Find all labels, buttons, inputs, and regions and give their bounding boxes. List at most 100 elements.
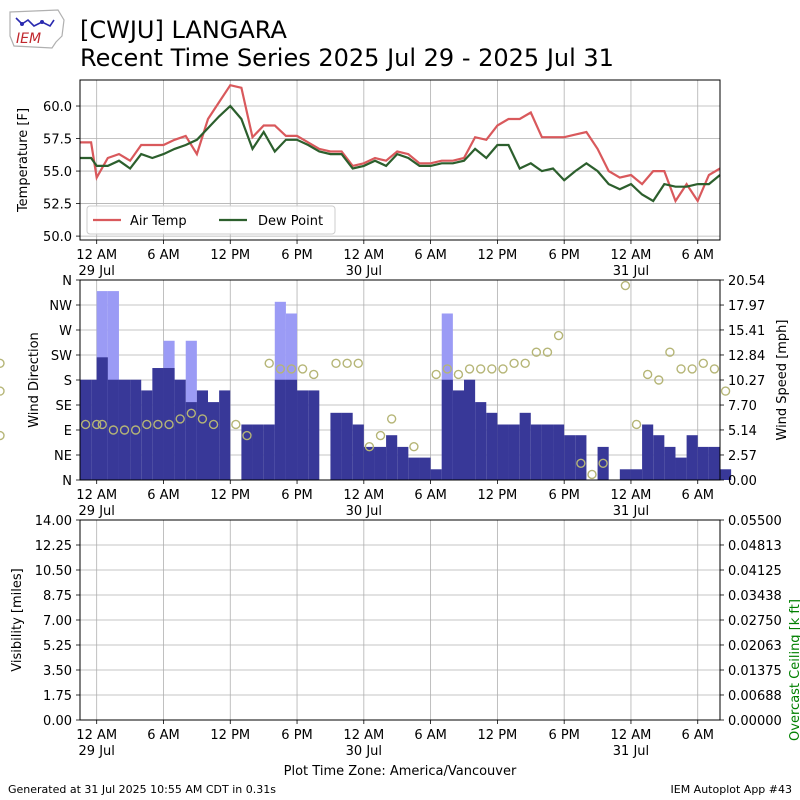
- svg-text:IEM: IEM: [16, 31, 41, 47]
- wind-direction-marker: [687, 364, 697, 374]
- wind-direction-marker: [487, 364, 497, 374]
- x-tick-label: 6 PM: [548, 488, 579, 503]
- wind-speed-bar: [96, 357, 108, 480]
- wind-direction-marker: [164, 419, 174, 430]
- wind-direction-marker: [709, 364, 720, 374]
- wind-direction-marker: [208, 419, 219, 430]
- wind-speed-bar: [675, 457, 687, 480]
- wind-speed-bar: [118, 379, 131, 480]
- wind-speed-bar: [263, 424, 275, 480]
- x-tick-label: 6 AM: [681, 728, 714, 743]
- y-tick-label: 14.00: [35, 514, 72, 529]
- wind-direction-marker: [642, 369, 653, 380]
- iem-logo: IEM: [6, 6, 68, 54]
- y2-tick-label: 5.14: [728, 424, 757, 439]
- wind-speed-bar: [486, 412, 498, 480]
- x-tick-date: 30 Jul: [346, 504, 382, 519]
- panel-frame: [79, 79, 721, 241]
- y-tick-label: N: [62, 474, 72, 489]
- y-tick-label: SW: [51, 349, 72, 364]
- wind-direction-marker: [498, 364, 508, 374]
- wind-speed-bar: [452, 390, 464, 480]
- wind-direction-marker: [509, 358, 519, 369]
- wind-direction-marker: [475, 364, 486, 374]
- wind-speed-bar: [241, 424, 253, 480]
- x-tick-label: 6 AM: [414, 728, 447, 743]
- y2-axis-label: Wind Speed [mph]: [775, 320, 790, 441]
- y-tick-label: 57.5: [43, 133, 72, 148]
- wind-direction-marker: [386, 414, 397, 424]
- wind-direction-marker: [531, 347, 542, 357]
- wind-speed-bar: [530, 424, 542, 480]
- wind-speed-bar: [497, 424, 509, 480]
- wind-speed-bar: [163, 368, 175, 480]
- x-tick-label: 12 AM: [76, 728, 117, 743]
- x-tick-label: 12 PM: [210, 488, 250, 503]
- x-tick-label: 6 AM: [414, 248, 447, 263]
- wind-direction-marker: [91, 419, 102, 430]
- wind-direction-marker: [80, 419, 91, 430]
- wind-direction-marker: [654, 375, 664, 385]
- wind-direction-marker: [464, 364, 475, 374]
- x-tick-label: 12 AM: [611, 248, 652, 263]
- y2-tick-label: 0.04125: [728, 564, 782, 579]
- wind-direction-marker: [353, 358, 363, 369]
- wind-speed-bar: [130, 379, 142, 480]
- x-tick-label: 12 AM: [76, 248, 117, 263]
- wind-speed-bar: [475, 402, 487, 480]
- wind-speed-bar: [708, 446, 720, 480]
- x-tick-date: 30 Jul: [346, 744, 382, 759]
- x-tick-date: 29 Jul: [79, 504, 115, 519]
- y2-tick-label: 0.02063: [728, 639, 782, 654]
- wind-speed-bar: [219, 390, 231, 480]
- wind-direction-marker: [676, 364, 686, 374]
- y-tick-label: 8.75: [43, 589, 72, 604]
- wind-direction-marker: [197, 414, 208, 424]
- y2-tick-label: 7.70: [728, 399, 757, 414]
- wind-speed-bar: [575, 435, 587, 480]
- wind-speed-bar: [430, 469, 442, 480]
- wind-direction-marker: [309, 369, 319, 380]
- wind-speed-bar: [419, 457, 431, 480]
- x-tick-label: 12 PM: [478, 728, 518, 743]
- y2-axis-label: Overcast Ceiling [k ft]: [788, 599, 800, 741]
- wind-direction-marker: [153, 419, 163, 430]
- wind-speed-bar: [630, 469, 643, 480]
- wind-direction-marker: [375, 430, 386, 441]
- wind-direction-marker: [0, 386, 5, 396]
- wind-speed-bar: [386, 435, 398, 480]
- y2-tick-label: 20.54: [728, 274, 765, 289]
- x-tick-label: 12 AM: [611, 728, 652, 743]
- wind-direction-marker: [409, 441, 419, 452]
- wind-direction-marker: [520, 358, 530, 369]
- y2-tick-label: 10.27: [728, 374, 765, 389]
- y2-tick-label: 0.00000: [728, 714, 782, 729]
- wind-speed-bar: [441, 379, 453, 480]
- x-tick-label: 12 AM: [343, 488, 384, 503]
- x-tick-label: 6 PM: [281, 488, 312, 503]
- x-tick-label: 12 PM: [210, 248, 250, 263]
- wind-speed-bar: [697, 446, 709, 480]
- x-tick-label: 12 AM: [76, 488, 117, 503]
- y-axis-label: Temperature [F]: [16, 108, 31, 213]
- wind-direction-marker: [598, 458, 608, 469]
- wind-direction-marker: [130, 425, 141, 435]
- wind-direction-marker: [698, 358, 709, 369]
- wind-speed-bar: [519, 412, 531, 480]
- x-tick-date: 31 Jul: [613, 744, 649, 759]
- y2-tick-label: 0.05500: [728, 514, 782, 529]
- x-tick-label: 12 PM: [210, 728, 250, 743]
- wind-speed-bar: [285, 379, 298, 480]
- wind-speed-bar: [80, 379, 92, 480]
- y2-tick-label: 0.03438: [728, 589, 782, 604]
- wind-direction-marker: [720, 386, 731, 396]
- x-tick-date: 29 Jul: [79, 264, 115, 279]
- y-axis-label: Visibility [miles]: [10, 568, 25, 671]
- x-tick-label: 12 AM: [611, 488, 652, 503]
- y-tick-label: 0.00: [43, 714, 72, 729]
- y-tick-label: 50.0: [43, 230, 72, 245]
- dew-point-line: [80, 104, 721, 203]
- wind-speed-bar: [508, 424, 520, 480]
